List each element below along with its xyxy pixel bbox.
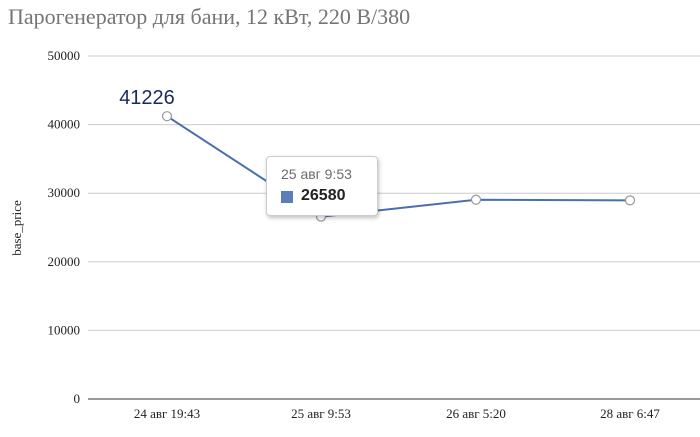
y-tick-label: 30000	[48, 185, 81, 200]
data-labels: 41226	[119, 87, 175, 109]
tooltip: 25 авг 9:53 26580	[266, 156, 378, 216]
chart-title: Парогенератор для бани, 12 кВт, 220 В/38…	[8, 4, 411, 29]
y-tick-label: 10000	[48, 322, 81, 337]
data-points	[161, 111, 636, 222]
y-tick-labels: 0 10000 20000 30000 40000 50000	[48, 48, 81, 406]
y-tick-label: 40000	[48, 117, 81, 132]
data-point	[624, 195, 636, 206]
series-line	[166, 115, 631, 218]
x-tick-labels: 24 авг 19:43 25 авг 9:53 26 авг 5:20 28 авг…	[134, 406, 661, 421]
x-tick-label: 24 авг 19:43	[134, 406, 200, 421]
tooltip-value: 26580	[301, 187, 346, 204]
x-tick-label: 25 авг 9:53	[291, 406, 351, 421]
data-label: 41226	[119, 87, 175, 109]
y-tick-label: 0	[74, 391, 81, 406]
y-axis-label: base_price	[9, 200, 24, 256]
x-tick-label: 28 авг 6:47	[600, 406, 660, 421]
data-point	[470, 194, 482, 205]
tooltip-label: 25 авг 9:53	[281, 166, 352, 182]
y-tick-label: 50000	[48, 48, 81, 63]
y-tick-label: 20000	[48, 254, 81, 269]
data-point	[161, 111, 173, 122]
gridlines	[88, 55, 700, 331]
tooltip-swatch	[281, 191, 293, 203]
x-tick-label: 26 авг 5:20	[446, 406, 506, 421]
